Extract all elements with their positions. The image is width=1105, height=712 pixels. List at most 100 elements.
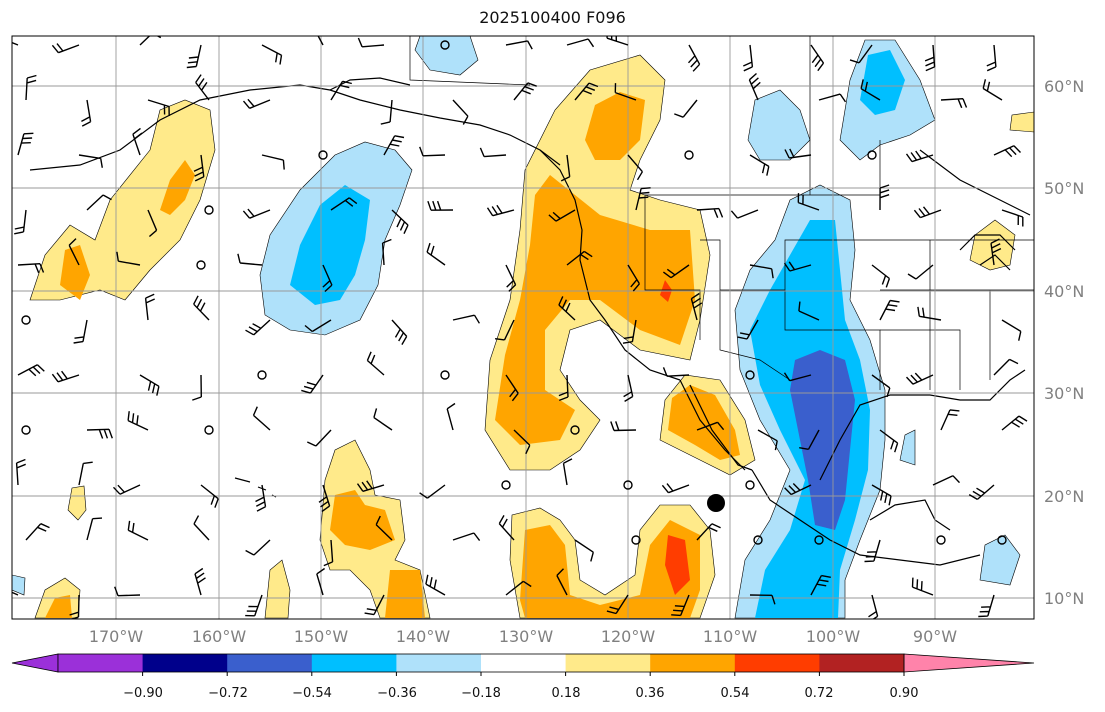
wind-barb xyxy=(917,306,942,321)
wind-barb xyxy=(317,36,324,46)
wind-barb xyxy=(452,99,469,125)
colorbar-segment xyxy=(565,654,651,672)
coastlines xyxy=(29,77,1031,566)
wind-barb xyxy=(737,319,759,340)
wind-barb xyxy=(940,98,968,109)
calm-wind-circle xyxy=(440,370,450,380)
calm-wind-circle xyxy=(936,535,946,545)
wind-barb xyxy=(193,515,210,541)
wind-barb xyxy=(380,99,393,125)
colorbar xyxy=(11,653,1035,676)
wind-barb xyxy=(51,370,80,383)
wind-barb xyxy=(1001,209,1024,227)
map-title: 2025100400 F096 xyxy=(479,8,626,27)
wind-barb xyxy=(627,264,640,292)
wind-barbs xyxy=(12,36,1028,619)
wind-barb xyxy=(627,154,643,181)
positive-small-a xyxy=(67,485,87,521)
colorbar-tick-label: −0.54 xyxy=(292,686,332,701)
positive-small-b xyxy=(264,559,291,619)
wind-barb xyxy=(73,319,88,344)
wind-barb xyxy=(696,421,725,431)
wind-barb xyxy=(623,374,634,402)
calm-wind-circle xyxy=(204,205,214,215)
wind-barb xyxy=(427,200,454,211)
wind-barb xyxy=(301,374,324,394)
wind-barb xyxy=(661,483,690,494)
wind-barb xyxy=(548,209,576,222)
wind-barb xyxy=(242,98,271,109)
negative-region-canada xyxy=(747,89,811,161)
wind-barb xyxy=(513,429,531,455)
latitude-axis: 60°N 50°N 40°N 30°N 20°N 10°N xyxy=(1044,77,1084,608)
wind-barb xyxy=(139,374,160,396)
positive-region-tropical-mid xyxy=(520,520,700,618)
wind-barb xyxy=(127,411,149,431)
lon-label: 130°W xyxy=(499,627,554,646)
wind-barb xyxy=(968,484,995,501)
negative-region-pacific-mid xyxy=(290,185,370,305)
wind-barb xyxy=(610,421,637,432)
colorbar-extend-high xyxy=(903,653,1035,673)
calm-wind-circle xyxy=(570,425,580,435)
wind-barb xyxy=(696,523,721,541)
wind-barb xyxy=(116,251,141,266)
wind-barb xyxy=(112,484,141,495)
wind-barb xyxy=(907,264,934,280)
negative-region-ak xyxy=(414,36,479,76)
lon-label: 160°W xyxy=(192,627,247,646)
wind-barb xyxy=(17,263,45,274)
wind-barb xyxy=(905,150,934,163)
wind-barb xyxy=(784,483,812,496)
wind-barb xyxy=(25,74,37,101)
wind-barb xyxy=(905,372,934,385)
colorbar-segment xyxy=(819,654,905,672)
positive-region-nw-mid xyxy=(60,160,195,300)
colorbar-segment xyxy=(227,654,313,672)
lon-label: 170°W xyxy=(89,627,144,646)
lat-label: 60°N xyxy=(1044,77,1084,96)
wind-barb xyxy=(86,517,103,541)
wind-barb xyxy=(749,594,776,605)
wind-barb xyxy=(810,574,831,596)
wind-barb xyxy=(784,148,812,159)
wind-barb xyxy=(566,38,595,48)
positive-region-far-left-mid xyxy=(45,595,72,618)
negative-region-central-high xyxy=(790,350,855,530)
colorbar-segment xyxy=(396,654,482,672)
lat-label: 40°N xyxy=(1044,282,1084,301)
wind-barb xyxy=(194,567,206,596)
calm-wind-circle xyxy=(21,425,31,435)
lon-label: 140°W xyxy=(396,627,451,646)
wind-barb xyxy=(871,484,892,506)
wind-barb xyxy=(316,567,325,596)
negative-small-f xyxy=(899,429,916,466)
lat-label: 20°N xyxy=(1044,487,1084,506)
colorbar-tick-label: −0.36 xyxy=(377,686,417,701)
colorbar-segment xyxy=(481,654,567,672)
wind-barb xyxy=(245,539,271,556)
wind-barb xyxy=(560,154,571,182)
wind-barb xyxy=(391,209,409,234)
wind-barb xyxy=(446,402,456,431)
wind-barb xyxy=(14,209,27,235)
wind-barb xyxy=(566,250,593,266)
positive-small-c xyxy=(1009,111,1034,133)
wind-barb xyxy=(127,520,149,541)
lat-label: 10°N xyxy=(1044,589,1084,608)
wind-barb xyxy=(452,314,480,324)
wind-barb xyxy=(749,264,774,279)
wind-barb xyxy=(797,193,820,211)
colorbar-segment xyxy=(734,654,820,672)
wind-barb xyxy=(186,44,202,69)
colorbar-tick-label: −0.90 xyxy=(123,686,163,701)
wind-barb xyxy=(12,591,19,596)
wind-barb xyxy=(383,135,405,156)
wind-barb xyxy=(622,319,637,344)
wind-barb xyxy=(237,253,263,266)
wind-barb xyxy=(364,594,385,616)
wind-barb xyxy=(192,374,202,401)
longitude-axis: 170°W 160°W 150°W 140°W 130°W 120°W 110°… xyxy=(89,627,957,646)
wind-barb xyxy=(505,374,519,402)
